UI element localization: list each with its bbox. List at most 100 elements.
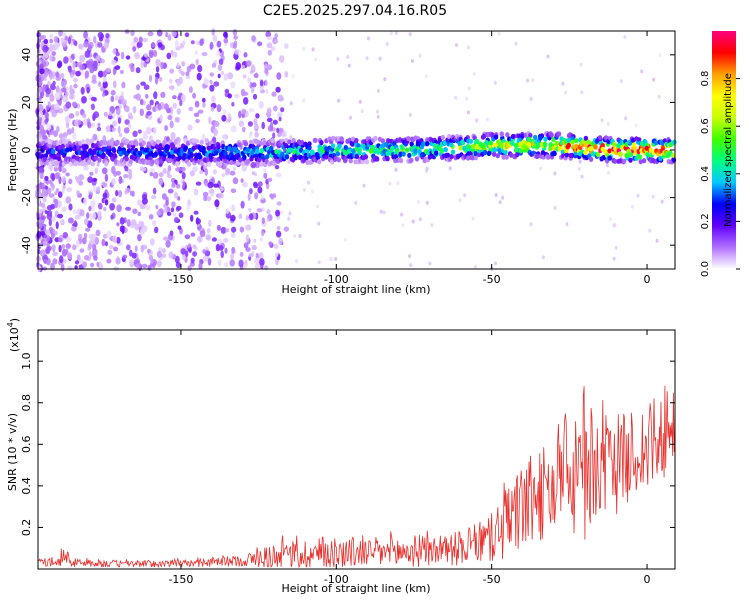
spectrogram-cell — [129, 190, 134, 196]
spectrogram-cell — [466, 110, 470, 115]
spectrogram-cell — [237, 142, 242, 148]
spectrogram-cell — [260, 195, 264, 200]
y-tick-label: 20 — [20, 95, 33, 109]
spectrogram-cell — [146, 111, 152, 116]
spectrogram-cell — [67, 36, 72, 45]
spectrogram-cell — [51, 148, 56, 155]
spectrogram-cell — [242, 74, 247, 79]
spectrogram-cell — [380, 138, 385, 144]
spectrogram-cell — [408, 112, 412, 117]
spectrogram-cell — [259, 148, 265, 154]
spectrogram-cell — [243, 97, 249, 105]
spectrogram-cell — [564, 152, 569, 158]
spectrogram-cell — [126, 219, 131, 227]
spectrogram-cell — [266, 117, 273, 123]
spectrogram-cell — [40, 202, 46, 208]
spectrogram-cell — [302, 187, 306, 192]
spectrogram-cell — [149, 168, 155, 173]
spectrogram-cell — [588, 156, 594, 162]
spectrogram-cell — [655, 238, 659, 243]
spectrogram-cell — [57, 99, 62, 106]
spectrogram-cell — [70, 73, 74, 79]
spectrogram-cell — [270, 46, 276, 52]
spectrogram-cell — [100, 153, 106, 159]
spectrogram-cell — [86, 212, 90, 219]
spectrogram-cell — [409, 141, 414, 147]
spectrogram-cell — [103, 41, 109, 50]
spectrogram-cell — [115, 139, 120, 146]
spectrogram-cell — [163, 103, 169, 111]
spectrogram-cell — [83, 31, 88, 39]
spectrogram-cell — [358, 99, 362, 104]
spectrogram-cell — [115, 189, 119, 197]
spectrogram-cell — [79, 248, 85, 253]
spectrogram-cell — [195, 118, 200, 124]
spectrogram-cell — [78, 233, 83, 239]
spectrogram-cell — [136, 84, 141, 91]
spectrogram-cell — [265, 31, 272, 38]
spectrogram-cell — [196, 72, 202, 81]
spectrogram-cell — [243, 52, 248, 58]
spectrogram-cell — [437, 137, 443, 143]
spectrogram-cell — [612, 256, 616, 261]
y-tick-label: -20 — [20, 189, 33, 207]
spectrogram-cell — [79, 54, 85, 63]
spectrogram-cell — [39, 63, 44, 69]
spectrogram-cell — [287, 216, 291, 221]
spectrogram-cell — [213, 183, 219, 188]
spectrogram-cell — [187, 124, 193, 131]
spectrogram-cell — [190, 257, 195, 264]
spectrogram-cell — [279, 96, 284, 102]
spectrogram-cell — [177, 196, 181, 201]
spectrogram-cell — [529, 222, 533, 227]
spectrogram-cell — [475, 138, 480, 145]
spectrogram-cell — [72, 69, 76, 75]
spectrogram-cell — [336, 157, 341, 163]
spectrogram-cell — [264, 67, 269, 75]
spectrogram-cell — [238, 120, 245, 127]
spectrogram-cell — [88, 43, 92, 51]
spectrogram-cell — [40, 74, 46, 80]
spectrogram-cell — [335, 151, 341, 157]
spectrogram-cell — [637, 154, 643, 160]
spectrogram-cell — [229, 147, 235, 153]
spectrogram-cell — [553, 205, 557, 210]
spectrogram-cell — [242, 91, 249, 96]
spectrogram-cell — [271, 91, 277, 97]
spectrogram-cell — [94, 167, 99, 175]
spectrogram-cell — [59, 219, 65, 225]
spectrogram-cell — [212, 34, 218, 43]
spectrogram-cell — [324, 154, 329, 160]
spectrogram-cell — [55, 72, 60, 78]
colorbar-tick-label: 0.8 — [700, 71, 711, 87]
spectrogram-cell — [264, 79, 268, 87]
spectrogram-cell — [114, 65, 121, 70]
spectrogram-cell — [234, 49, 239, 55]
spectrogram-cell — [182, 180, 186, 188]
colorbar-tick-label: 0.2 — [700, 213, 711, 229]
spectrogram-cell — [249, 131, 253, 136]
spectrogram-cell — [217, 73, 221, 79]
spectrogram-cell — [564, 90, 567, 95]
spectrogram-cell — [565, 222, 569, 227]
spectrogram-cell — [137, 150, 143, 156]
spectrogram-cell — [288, 147, 293, 153]
spectrogram-cell — [88, 251, 92, 259]
spectrogram-cell — [118, 132, 123, 137]
spectrogram-cell — [104, 161, 109, 167]
spectrogram-cell — [198, 262, 203, 270]
spectrogram-cell — [414, 156, 420, 162]
spectrogram-cell — [61, 206, 67, 213]
spectrogram-x-label: Height of straight line (km) — [281, 283, 430, 296]
spectrogram-cell — [116, 170, 121, 176]
spectrogram-cell — [382, 210, 386, 215]
spectrogram-cell — [266, 36, 273, 41]
spectrogram-cell — [202, 249, 206, 254]
spectrogram-cell — [260, 86, 264, 90]
spectrogram-cell — [119, 69, 124, 75]
spectrogram-cell — [111, 59, 117, 65]
spectrogram-cell — [142, 134, 149, 140]
spectrogram-cell — [165, 200, 169, 206]
snr-frame — [37, 329, 676, 570]
spectrogram-cell — [103, 111, 108, 117]
